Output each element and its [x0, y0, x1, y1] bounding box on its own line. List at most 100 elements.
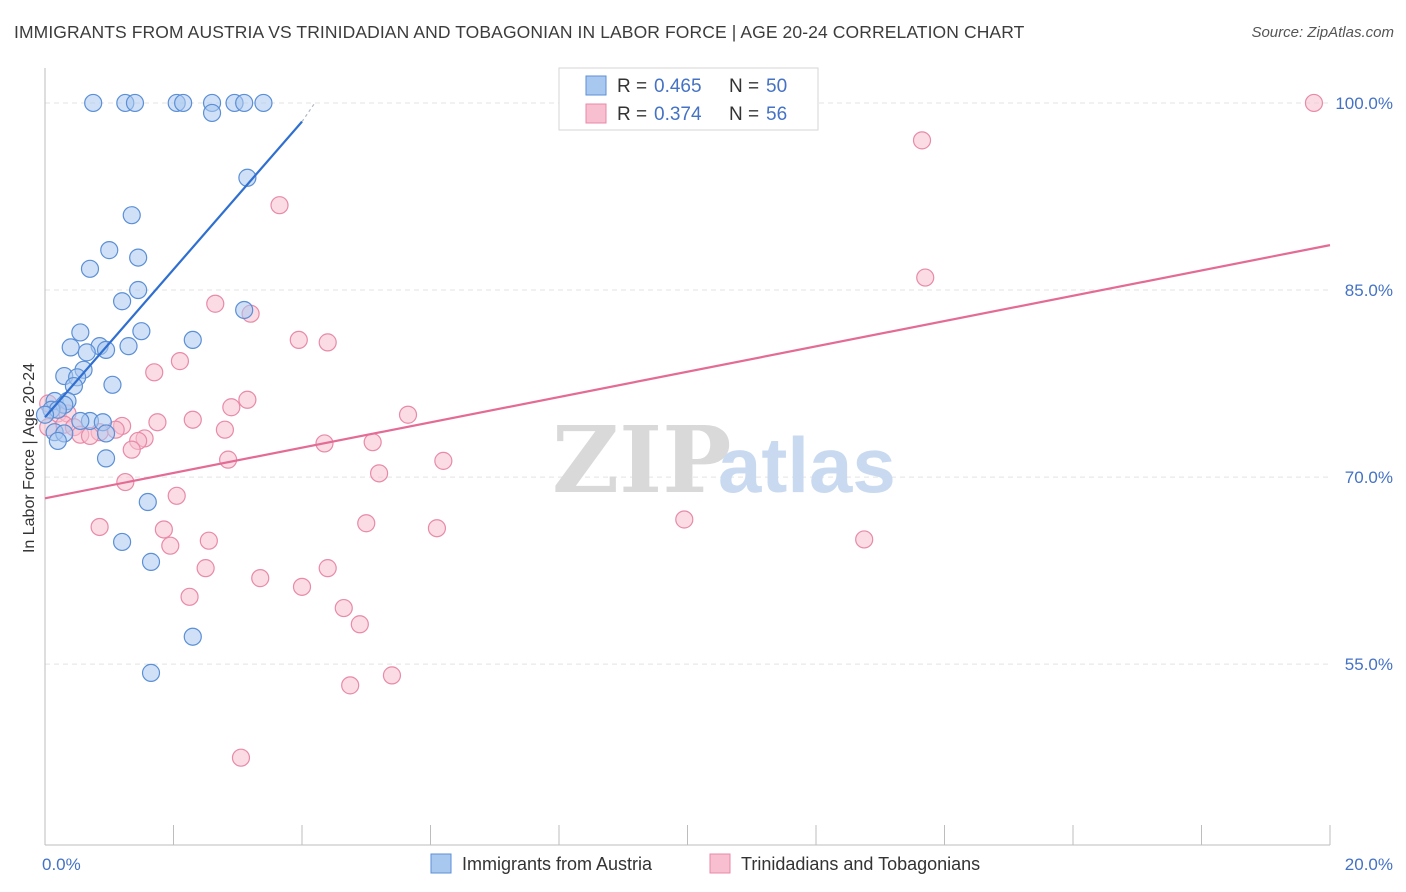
- blue-point-24: [77, 343, 96, 362]
- pink-point-38: [90, 517, 109, 537]
- pink-point-37: [357, 514, 376, 533]
- blue-point-10: [238, 168, 257, 187]
- blue-point-48: [183, 627, 202, 646]
- legend-r-label-blue: R =: [617, 76, 647, 97]
- pink-point-45: [318, 559, 337, 578]
- legend-n-value-pink: 56: [766, 104, 787, 125]
- pink-point-40: [427, 519, 447, 538]
- legend-r-label-pink: R =: [617, 104, 647, 125]
- watermark-atlas: atlas: [718, 421, 896, 509]
- pink-point-8: [318, 333, 337, 352]
- x-tick-label-0: 0.0%: [42, 855, 81, 874]
- blue-point-21: [61, 338, 80, 357]
- legend-r-value-pink: 0.374: [654, 104, 702, 125]
- legend-n-label-pink: N =: [729, 104, 759, 125]
- pink-point-2: [912, 131, 932, 150]
- blue-point-4: [174, 93, 193, 113]
- pink-point-12: [222, 398, 241, 417]
- legend-n-value-blue: 50: [766, 76, 787, 97]
- pink-point-5: [206, 294, 225, 313]
- blue-point-17: [235, 300, 254, 320]
- axes: [44, 68, 1331, 846]
- pink-point-33: [434, 451, 453, 470]
- pink-point-39: [154, 520, 173, 539]
- pink-point-1: [1304, 93, 1324, 113]
- x-tick-label-1: 20.0%: [1345, 855, 1393, 874]
- pink-point-46: [196, 559, 215, 578]
- pink-point-17: [183, 410, 202, 429]
- pink-point-49: [180, 587, 199, 606]
- pink-point-7: [289, 330, 308, 350]
- blue-point-14: [80, 259, 100, 278]
- blue-point-36: [35, 405, 55, 424]
- pink-point-47: [251, 569, 270, 588]
- blue-point-20: [183, 330, 202, 350]
- series-legend-label-pink: Trinidadians and Tobagonians: [741, 854, 980, 874]
- blue-point-16: [112, 292, 132, 311]
- blue-point-9: [202, 103, 222, 123]
- pink-point-28: [215, 420, 234, 439]
- blue-point-43: [48, 431, 67, 451]
- pink-point-54: [231, 748, 251, 767]
- pink-point-36: [167, 486, 186, 505]
- pink-point-9: [170, 352, 190, 371]
- blue-point-45: [138, 492, 157, 512]
- legend-swatch-pink: [585, 103, 607, 124]
- blue-point-25: [96, 340, 116, 359]
- pink-point-52: [382, 666, 402, 685]
- blue-point-2: [125, 93, 145, 113]
- pink-point-3: [270, 196, 289, 215]
- y-axis-label: In Labor Force | Age 20-24: [21, 363, 38, 553]
- pink-point-11: [238, 390, 257, 409]
- trend-lines: [44, 102, 1331, 500]
- y-tick-label-1: 70.0%: [1345, 468, 1393, 487]
- watermark-zip: ZIP: [552, 406, 731, 514]
- pink-point-10: [145, 363, 164, 382]
- legend-swatch-blue: [585, 75, 607, 96]
- pink-point-41: [675, 510, 694, 529]
- y-tick-label-0: 55.0%: [1345, 655, 1393, 674]
- pink-point-42: [855, 530, 874, 549]
- legend-r-value-blue: 0.465: [654, 76, 702, 97]
- blue-point-0: [84, 93, 103, 113]
- blue-trend-extension: [301, 102, 316, 122]
- series-legend-label-blue: Immigrants from Austria: [462, 854, 653, 874]
- blue-point-42: [96, 424, 116, 443]
- blue-point-8: [254, 93, 273, 113]
- blue-trend-line: [44, 120, 303, 418]
- legend-n-label-blue: N =: [729, 76, 759, 97]
- blue-point-13: [129, 248, 148, 267]
- blue-point-47: [141, 552, 161, 571]
- blue-point-15: [129, 280, 148, 300]
- blue-point-11: [122, 206, 141, 225]
- blue-point-7: [235, 93, 254, 113]
- pink-point-30: [363, 433, 382, 452]
- blue-point-49: [141, 663, 161, 682]
- pink-point-13: [398, 405, 418, 424]
- pink-point-44: [161, 536, 180, 555]
- blue-point-18: [71, 323, 90, 342]
- blue-point-46: [112, 532, 132, 552]
- blue-point-19: [132, 322, 151, 341]
- pink-point-32: [219, 450, 238, 469]
- pink-point-18: [148, 413, 167, 432]
- pink-point-51: [350, 615, 369, 634]
- pink-trend-line: [44, 244, 1331, 500]
- series-legend-swatch-blue: [430, 853, 452, 874]
- pink-point-43: [199, 531, 218, 550]
- watermark: ZIP atlas: [552, 406, 896, 514]
- series-legend-swatch-pink: [709, 853, 731, 874]
- blue-point-30: [103, 375, 122, 394]
- blue-point-12: [100, 241, 119, 260]
- tick-labels: 55.0% 70.0% 85.0% 100.0% 0.0% 20.0%: [42, 94, 1393, 874]
- pink-point-48: [292, 577, 312, 596]
- blue-point-39: [71, 411, 90, 431]
- pink-point-34: [370, 464, 389, 483]
- series-legend: Immigrants from Austria Trinidadians and…: [430, 853, 980, 874]
- pink-point-50: [334, 598, 353, 618]
- grid-lines: [45, 102, 1330, 665]
- y-tick-label-3: 100.0%: [1335, 94, 1393, 113]
- blue-point-44: [96, 449, 116, 468]
- pink-point-53: [341, 676, 360, 695]
